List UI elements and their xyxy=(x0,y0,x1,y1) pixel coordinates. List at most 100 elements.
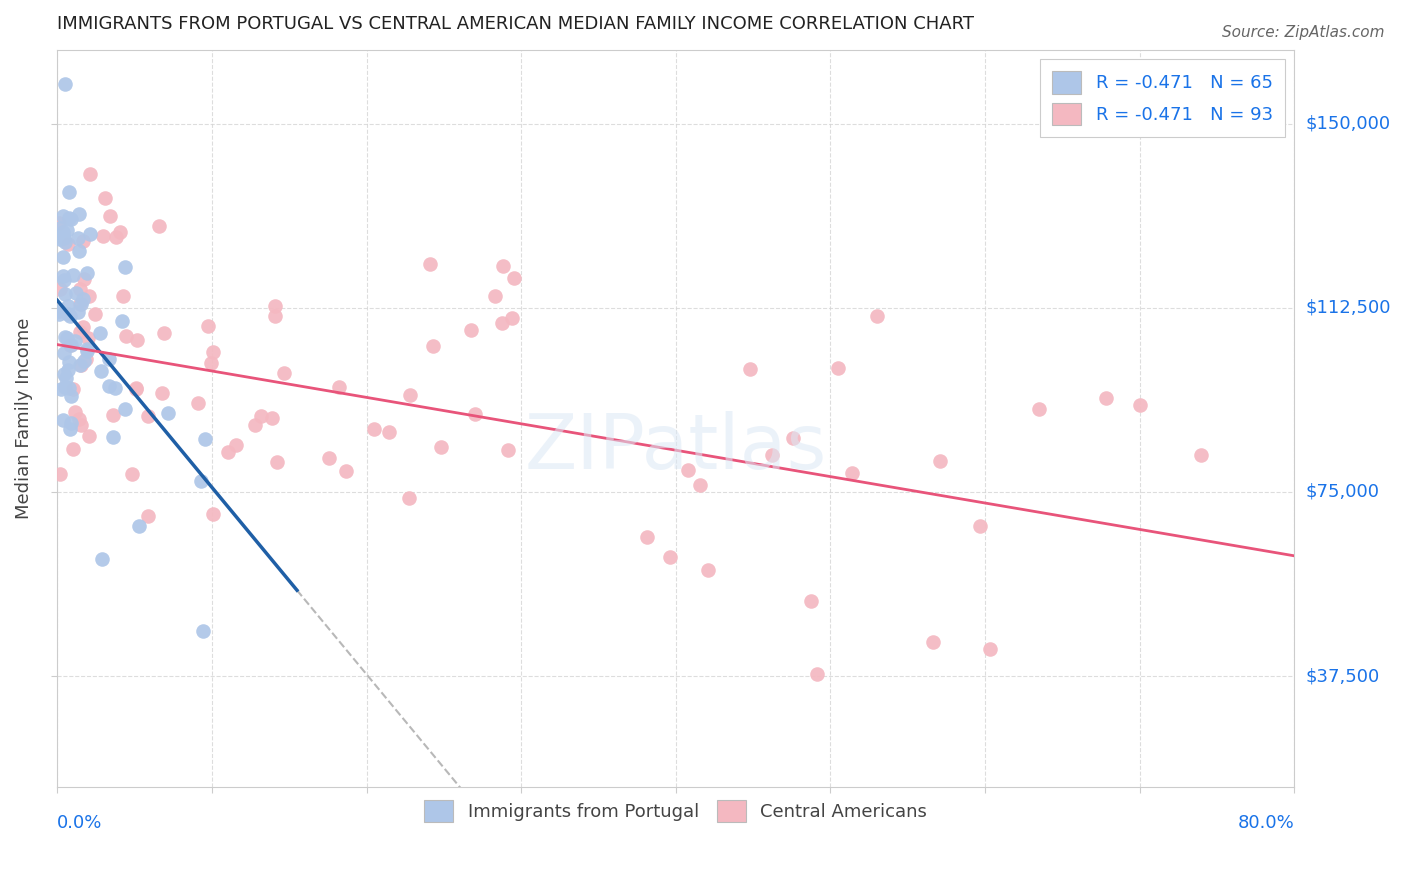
Point xyxy=(217,444,239,458)
Point xyxy=(55,223,77,237)
Point xyxy=(114,260,136,274)
Point xyxy=(59,337,82,351)
Text: 80.0%: 80.0% xyxy=(1237,814,1295,832)
Point xyxy=(363,422,385,436)
Point xyxy=(266,455,288,469)
Point xyxy=(187,396,209,410)
Point xyxy=(77,331,100,345)
Point xyxy=(1028,402,1050,417)
Point xyxy=(398,491,420,505)
Point xyxy=(501,311,523,326)
Point xyxy=(72,292,94,306)
Point xyxy=(200,356,222,370)
Point xyxy=(69,358,91,372)
Point xyxy=(53,346,76,360)
Point xyxy=(53,286,76,301)
Point xyxy=(91,551,114,566)
Point xyxy=(62,383,84,397)
Point xyxy=(49,467,72,481)
Point xyxy=(866,310,889,324)
Point xyxy=(52,231,75,245)
Point xyxy=(128,518,150,533)
Point xyxy=(121,467,143,482)
Point xyxy=(197,318,219,333)
Point xyxy=(90,364,112,378)
Point xyxy=(73,272,96,286)
Point xyxy=(49,221,72,235)
Point xyxy=(59,417,82,431)
Point xyxy=(79,227,101,242)
Point xyxy=(422,339,444,353)
Point xyxy=(1094,391,1116,405)
Text: $112,500: $112,500 xyxy=(1306,299,1391,317)
Point xyxy=(841,466,863,480)
Point xyxy=(782,431,804,445)
Point xyxy=(484,289,506,303)
Point xyxy=(72,320,94,334)
Point xyxy=(696,563,718,577)
Point xyxy=(110,225,132,239)
Point xyxy=(245,418,267,433)
Point xyxy=(328,380,350,394)
Point xyxy=(72,234,94,248)
Point xyxy=(136,509,159,524)
Point xyxy=(76,344,98,359)
Point xyxy=(58,381,80,395)
Point xyxy=(73,354,96,368)
Point xyxy=(53,235,76,250)
Point xyxy=(97,379,120,393)
Point xyxy=(79,167,101,181)
Point xyxy=(84,307,107,321)
Point xyxy=(827,361,849,376)
Point xyxy=(58,211,80,226)
Point xyxy=(52,269,75,284)
Point xyxy=(53,368,76,382)
Point xyxy=(69,282,91,296)
Point xyxy=(136,409,159,424)
Point xyxy=(59,309,82,323)
Point xyxy=(335,464,357,478)
Point xyxy=(69,325,91,339)
Text: $37,500: $37,500 xyxy=(1306,667,1379,685)
Point xyxy=(70,297,93,311)
Point xyxy=(62,268,84,283)
Point xyxy=(800,594,823,608)
Point xyxy=(124,381,146,395)
Point xyxy=(157,406,180,420)
Point xyxy=(194,432,217,446)
Point xyxy=(103,430,125,444)
Text: IMMIGRANTS FROM PORTUGAL VS CENTRAL AMERICAN MEDIAN FAMILY INCOME CORRELATION CH: IMMIGRANTS FROM PORTUGAL VS CENTRAL AMER… xyxy=(58,15,974,33)
Point xyxy=(65,404,87,418)
Point xyxy=(928,454,950,468)
Text: 0.0%: 0.0% xyxy=(58,814,103,832)
Point xyxy=(399,388,422,402)
Point xyxy=(75,351,97,366)
Point xyxy=(52,273,75,287)
Point xyxy=(202,345,225,359)
Point xyxy=(67,207,90,221)
Point xyxy=(1129,398,1152,412)
Point xyxy=(60,389,83,403)
Point xyxy=(49,232,72,246)
Point xyxy=(98,209,121,223)
Point xyxy=(70,358,93,372)
Point xyxy=(318,450,340,465)
Point xyxy=(56,307,79,321)
Point xyxy=(48,304,70,318)
Point xyxy=(153,326,176,340)
Point xyxy=(125,382,148,396)
Point xyxy=(260,411,283,425)
Point xyxy=(460,323,482,337)
Point xyxy=(58,185,80,199)
Text: $150,000: $150,000 xyxy=(1306,114,1391,133)
Point xyxy=(63,334,86,348)
Point xyxy=(689,478,711,492)
Point xyxy=(51,382,73,396)
Point xyxy=(969,519,991,533)
Point xyxy=(51,225,73,239)
Point xyxy=(273,366,295,380)
Point xyxy=(67,244,90,259)
Point xyxy=(97,351,120,366)
Point xyxy=(104,230,127,244)
Point xyxy=(921,635,943,649)
